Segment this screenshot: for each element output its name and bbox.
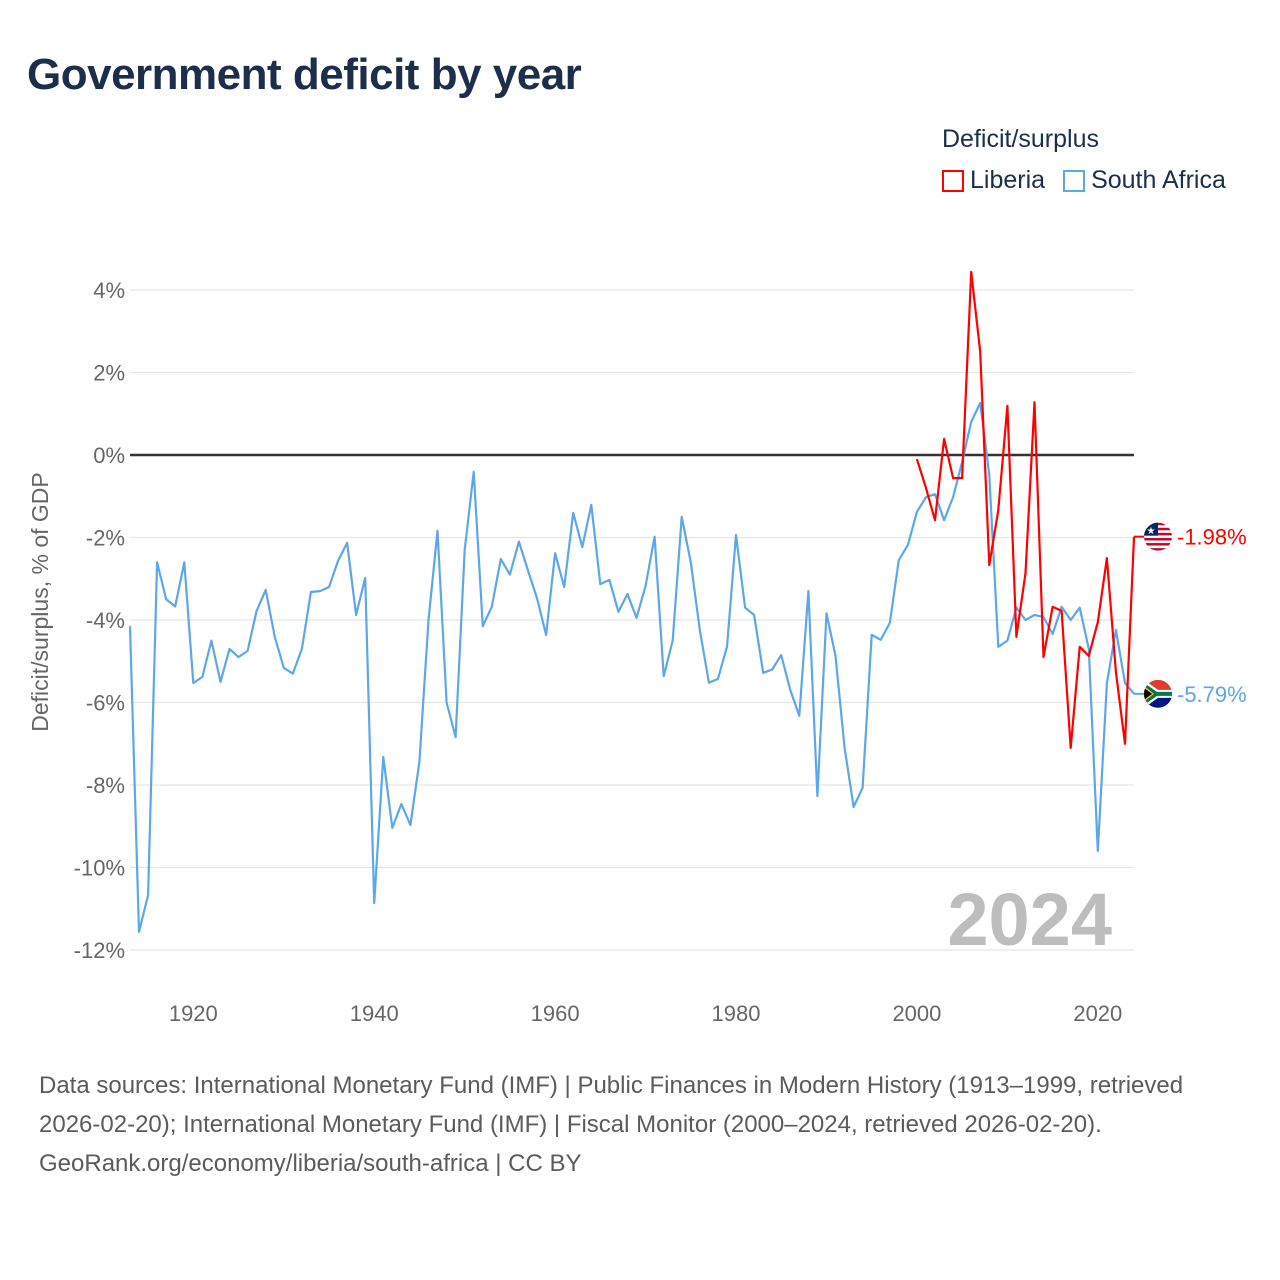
- end-value-label-south-africa: -5.79%: [1177, 682, 1247, 707]
- y-tick-label: 2%: [93, 361, 125, 386]
- x-tick-label: 1940: [350, 1001, 399, 1026]
- chart-title: Government deficit by year: [27, 50, 582, 99]
- x-tick-label: 1920: [169, 1001, 218, 1026]
- y-tick-label: -12%: [74, 938, 125, 963]
- series-line-south-africa: [128, 401, 1135, 934]
- legend-item-liberia[interactable]: Liberia: [942, 166, 1045, 195]
- end-value-label-liberia: -1.98%: [1177, 525, 1247, 550]
- data-sources: Data sources: International Monetary Fun…: [39, 1072, 1184, 1138]
- x-tick-label: 2000: [892, 1001, 941, 1026]
- credit-link[interactable]: GeoRank.org/economy/liberia/south-africa…: [39, 1150, 582, 1177]
- legend-item-south-africa[interactable]: South Africa: [1063, 166, 1226, 195]
- south-africa-flag-icon: [1144, 679, 1172, 708]
- series-line-liberia: [915, 270, 1136, 750]
- legend-title: Deficit/surplus: [942, 125, 1099, 153]
- legend-swatch: [942, 169, 964, 192]
- y-tick-label: 0%: [93, 443, 125, 468]
- liberia-flag-icon: ★: [1144, 522, 1172, 551]
- legend: Liberia South Africa: [942, 166, 1226, 195]
- y-tick-label: -4%: [86, 608, 125, 633]
- y-tick-label: -6%: [86, 691, 125, 716]
- legend-label: South Africa: [1091, 166, 1226, 194]
- legend-swatch: [1063, 169, 1086, 192]
- x-tick-label: 1980: [712, 1001, 761, 1026]
- x-tick-label: 1960: [531, 1001, 580, 1026]
- y-tick-label: -2%: [86, 526, 125, 551]
- y-tick-label: -10%: [74, 856, 125, 881]
- x-tick-label: 2020: [1073, 1001, 1122, 1026]
- footer: Data sources: International Monetary Fun…: [39, 1066, 1239, 1183]
- svg-text:★: ★: [1147, 526, 1156, 537]
- legend-label: Liberia: [970, 166, 1046, 194]
- y-tick-label: 4%: [93, 278, 125, 303]
- year-watermark: 2024: [947, 878, 1112, 961]
- y-axis-label: Deficit/surplus, % of GDP: [27, 472, 53, 731]
- chart: 4% 2% 0% -2% -4% -6% -8% -10% -12% 1920 1940 1960 19…: [27, 270, 1247, 1026]
- y-tick-label: -8%: [86, 773, 125, 798]
